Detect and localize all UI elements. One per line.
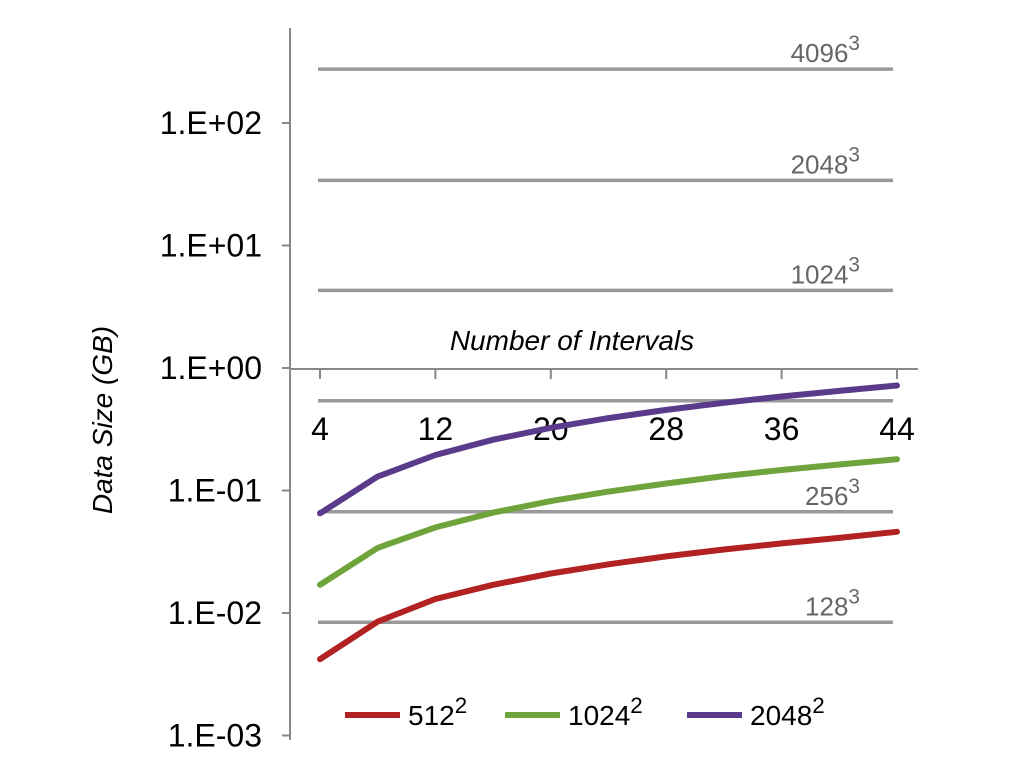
legend-item-label-exponent: 2 (812, 693, 824, 718)
x-tick-label: 28 (648, 411, 684, 447)
reference-line-label-exponent: 3 (848, 585, 860, 608)
x-tick-label: 44 (879, 411, 915, 447)
reference-line-label: 20483 (791, 143, 860, 179)
reference-line-label-value: 256 (805, 481, 848, 511)
y-tick-label: 1.E+02 (160, 105, 262, 141)
x-tick-label: 12 (418, 411, 454, 447)
legend-item-label: 5122 (408, 693, 467, 731)
reference-line-label-exponent: 3 (848, 253, 860, 276)
legend-item-label-exponent: 2 (630, 693, 642, 718)
reference-line-label-value: 2048 (791, 149, 849, 179)
reference-line-label-exponent: 3 (848, 143, 860, 166)
reference-line-label: 10243 (791, 253, 860, 289)
reference-line-label-value: 4096 (791, 38, 849, 68)
y-ticks: 1.E+02 1.E+01 1.E+00 1.E-01 1.E-02 1.E-03 (160, 105, 290, 754)
reference-line-label: 1283 (805, 585, 860, 621)
reference-line-label: 2563 (805, 475, 860, 511)
reference-line-label-exponent: 3 (848, 475, 860, 498)
legend-item-label: 20482 (750, 693, 825, 731)
y-tick-label: 1.E-02 (168, 595, 262, 631)
series-line (317, 456, 900, 588)
axes (289, 28, 918, 740)
y-tick-label: 1.E-01 (168, 473, 262, 509)
reference-line-label-value: 128 (805, 591, 848, 621)
y-tick-label: 1.E+01 (160, 228, 262, 264)
reference-line-label: 40963 (791, 32, 860, 68)
y-axis-label: Data Size (GB) (87, 326, 118, 514)
legend: 5122 10242 20482 (345, 693, 825, 731)
series-line (317, 382, 900, 517)
legend-item-label: 10242 (568, 693, 643, 731)
x-tick-label: 4 (311, 411, 329, 447)
y-tick-label: 1.E-03 (168, 718, 262, 754)
legend-item-label-value: 512 (408, 700, 455, 731)
legend-item-label-exponent: 2 (455, 693, 467, 718)
series-line (317, 528, 900, 663)
y-tick-label: 1.E+00 (160, 350, 262, 386)
x-axis-label: Number of Intervals (450, 325, 694, 356)
x-tick-label: 36 (764, 411, 800, 447)
legend-item-label-value: 1024 (568, 700, 630, 731)
series (317, 382, 900, 663)
legend-item-label-value: 2048 (750, 700, 812, 731)
reference-line-label-value: 1024 (791, 259, 849, 289)
reference-line-label-exponent: 3 (848, 32, 860, 55)
x-ticks: 4 12 20 28 36 44 (311, 369, 915, 447)
